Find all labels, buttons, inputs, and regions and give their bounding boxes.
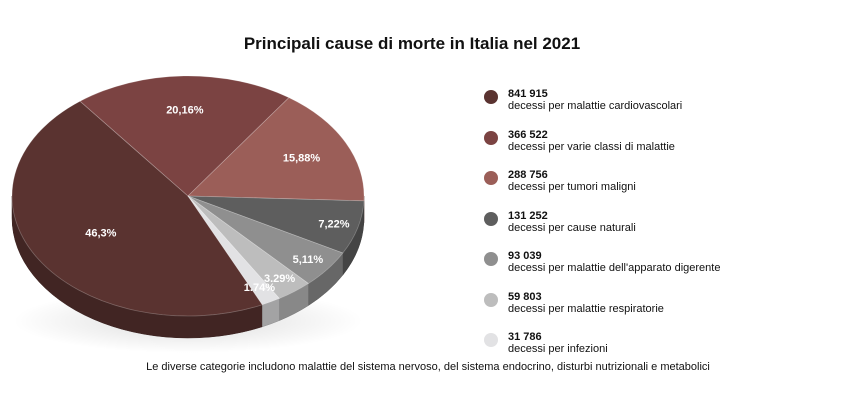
legend-value: 288 756 <box>508 169 548 181</box>
pie-slice-4 <box>187 195 365 254</box>
pie-sides <box>11 195 365 339</box>
pie-label-1: 46,3% <box>85 227 116 239</box>
legend-item: 131 252 decessi per cause naturali <box>482 208 842 249</box>
pie-label-5: 5,11% <box>293 254 324 266</box>
pie-slice-6 <box>187 195 310 300</box>
pie-label-3: 15,88% <box>283 153 321 165</box>
legend-value: 31 786 <box>508 331 542 343</box>
legend-swatch <box>484 252 498 266</box>
pie-label-6: 3.29% <box>264 273 295 285</box>
legend-description: decessi per varie classi di malattie <box>508 140 675 153</box>
legend-item: 366 522 decessi per varie classi di malat… <box>482 127 842 168</box>
pie-slice-5 <box>187 195 344 285</box>
legend-item: 841 915 decessi per malattie cardiovascol… <box>482 86 842 127</box>
pie-slice-7 <box>187 195 281 306</box>
legend-item: 288 756 decessi per tumori maligni <box>482 167 842 208</box>
legend-value: 59 803 <box>508 290 542 303</box>
legend-swatch <box>484 171 498 185</box>
pie-slice-1 <box>11 100 264 317</box>
legend-value: 366 522 <box>508 128 548 141</box>
legend-description: decessi per infezioni <box>508 343 608 355</box>
legend-item: 59 803 decessi per malattie respiratorie <box>482 289 842 330</box>
pie-labels: 46,3% 20,16% 15,88% 7,22% 5,11% 3.29%1.74% <box>85 105 349 294</box>
legend-swatch <box>484 333 498 347</box>
pie-label-2: 20,16% <box>166 105 204 117</box>
pie-chart: 46,3% 20,16% 15,88% 7,22% 5,11% 3.29%1.74% <box>11 75 365 353</box>
legend-description: decessi per cause naturali <box>508 221 636 234</box>
legend-description: decessi per malattie respiratorie <box>508 302 664 315</box>
pie-slice-3 <box>187 97 365 202</box>
chart-title: Principali cause di morte in Italia nel … <box>243 34 581 53</box>
legend-description: decessi per malattie cardiovascolari <box>508 100 683 112</box>
legend-swatch <box>484 90 498 104</box>
pie-tops <box>11 75 365 317</box>
legend-value: 131 252 <box>508 209 548 222</box>
legend-swatch <box>484 130 498 145</box>
pie-label-7: 1.74% <box>244 282 275 294</box>
legend-swatch <box>484 211 498 226</box>
legend-item: 31 786 decessi per infezioni <box>482 329 842 370</box>
legend-item: 93 039 decessi per malattie dell'apparato… <box>482 248 842 289</box>
legend-description: decessi per malattie dell'apparato diger… <box>508 262 721 274</box>
legend-value: 841 915 <box>508 88 548 100</box>
pie-slice-2 <box>79 75 290 197</box>
pie-label-4: 7,22% <box>318 218 349 230</box>
chart-footnote: Le diverse categorie includono malattie … <box>146 361 710 373</box>
legend: 841 915 decessi per malattie cardiovascol… <box>482 86 842 370</box>
legend-value: 93 039 <box>508 250 542 262</box>
legend-description: decessi per tumori maligni <box>508 181 636 193</box>
legend-swatch <box>484 292 498 307</box>
